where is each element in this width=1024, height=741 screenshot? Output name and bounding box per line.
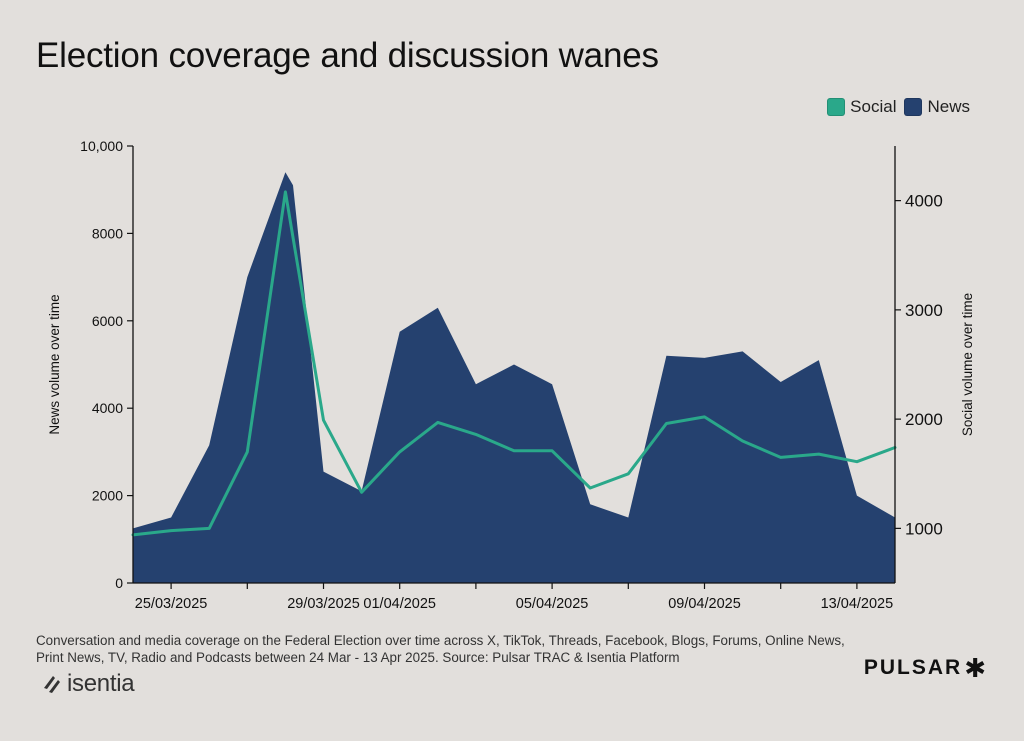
isentia-logo-text: isentia (67, 670, 135, 697)
left-axis-tick-label: 2000 (92, 488, 123, 504)
x-axis-tick-label: 05/04/2025 (516, 596, 589, 612)
left-axis-tick-label: 4000 (92, 400, 123, 416)
x-axis-tick-label: 25/03/2025 (135, 596, 208, 612)
news-area (133, 172, 895, 583)
x-axis-tick-label: 29/03/2025 (287, 596, 360, 612)
right-axis-tick-label: 3000 (905, 301, 943, 320)
pulsar-logo: PULSAR ✱ (864, 655, 988, 681)
legend-item-social[interactable]: Social (827, 97, 896, 117)
social-line (131, 190, 897, 537)
left-axis-title: News volume over time (47, 294, 62, 434)
legend-swatch-news (904, 98, 923, 116)
isentia-logo: isentia (40, 670, 135, 698)
chart-title: Election coverage and discussion wanes (36, 36, 659, 75)
x-axis-tick-label: 13/04/2025 (821, 596, 894, 612)
chart-canvas: 0 2000 4000 6000 8000 10,000 1000 2000 3000 4000 2… (47, 138, 975, 612)
left-axis-tick-label: 0 (115, 575, 123, 591)
left-axis-tick-label: 8000 (92, 225, 123, 241)
right-axis-tick-label: 1000 (905, 519, 943, 538)
isentia-logo-icon (44, 676, 60, 693)
left-axis-tick-label: 10,000 (80, 138, 123, 154)
pulsar-star-icon: ✱ (964, 653, 988, 683)
chart-footnote: Conversation and media coverage on the F… (36, 633, 845, 665)
x-axis-tick-label: 09/04/2025 (668, 596, 741, 612)
legend-label-social: Social (850, 97, 897, 116)
left-axis-tick-label: 6000 (92, 313, 123, 329)
legend-label-news: News (927, 97, 970, 116)
right-axis-tick-label: 4000 (905, 192, 943, 211)
x-axis-tick-label: 01/04/2025 (363, 596, 436, 612)
chart-legend: Social News (819, 97, 970, 117)
pulsar-logo-text: PULSAR (863, 656, 963, 679)
right-axis-tick-label: 2000 (905, 410, 943, 429)
legend-item-news[interactable]: News (904, 97, 970, 117)
legend-swatch-social (827, 98, 846, 116)
right-axis-title: Social volume over time (960, 293, 975, 436)
